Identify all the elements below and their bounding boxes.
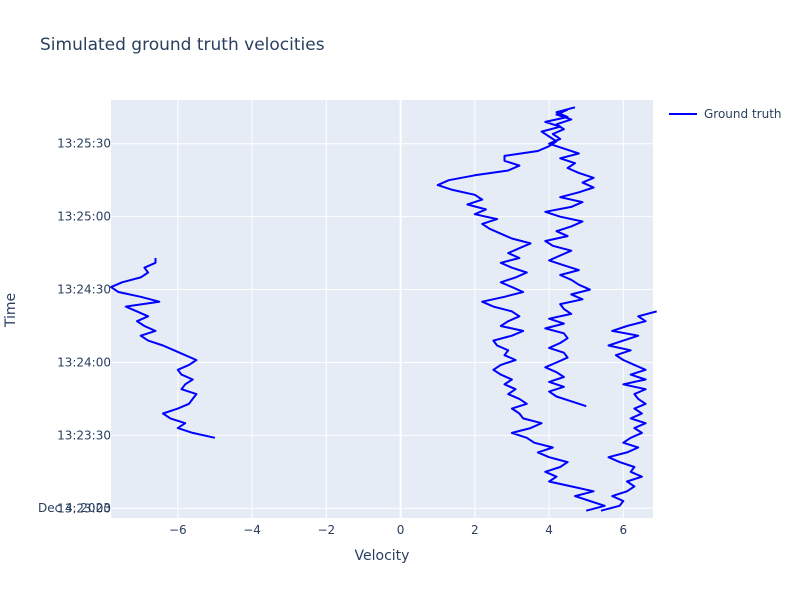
x-tick-label: 6 — [619, 523, 627, 537]
y-tick-labels: 13:23:00 13:23:30 13:24:00 13:24:30 13:25:00… — [57, 137, 111, 516]
y-axis-title: Time — [3, 293, 19, 328]
legend[interactable]: Ground truth — [669, 107, 782, 121]
x-tick-label: 0 — [397, 523, 405, 537]
series-line-ground-truth — [600, 310, 657, 512]
series-line-ground-truth — [436, 106, 606, 512]
y-tick-label: 13:25:30 — [57, 137, 111, 151]
series-layer — [110, 106, 657, 512]
y-tick-label: 13:24:30 — [57, 283, 111, 297]
x-tick-label: −4 — [243, 523, 261, 537]
x-gridlines — [177, 100, 624, 518]
x-tick-label: −6 — [169, 523, 187, 537]
x-tick-label: −2 — [317, 523, 335, 537]
chart-title: Simulated ground truth velocities — [40, 35, 325, 55]
y-tick-label: 13:25:00 — [57, 210, 111, 224]
x-tick-label: 4 — [545, 523, 553, 537]
x-axis-title: Velocity — [355, 548, 410, 564]
y-tick-label: 13:23:30 — [57, 428, 111, 442]
x-tick-label: 2 — [471, 523, 479, 537]
legend-label[interactable]: Ground truth — [704, 107, 782, 121]
series-line-ground-truth — [110, 258, 216, 439]
x-tick-labels: −6 −4 −2 0 2 4 6 — [169, 523, 627, 537]
y-tick-label: 13:23:00 — [57, 501, 111, 515]
y-tick-label: 13:24:00 — [57, 355, 111, 369]
y-date-label: Dec 4, 2023 — [38, 501, 111, 515]
series-line-ground-truth — [544, 108, 595, 408]
